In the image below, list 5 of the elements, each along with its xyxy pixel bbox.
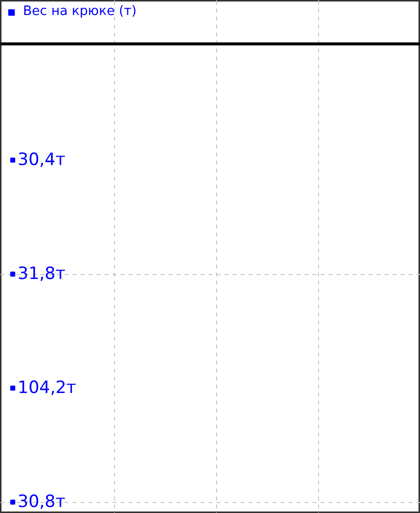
legend-label: Вес на крюке (т) [23, 4, 137, 19]
data-label: 31,8т [18, 264, 66, 284]
data-label: 30,8т [18, 492, 66, 512]
data-label: 30,4т [18, 150, 66, 170]
data-label: 104,2т [18, 378, 76, 398]
